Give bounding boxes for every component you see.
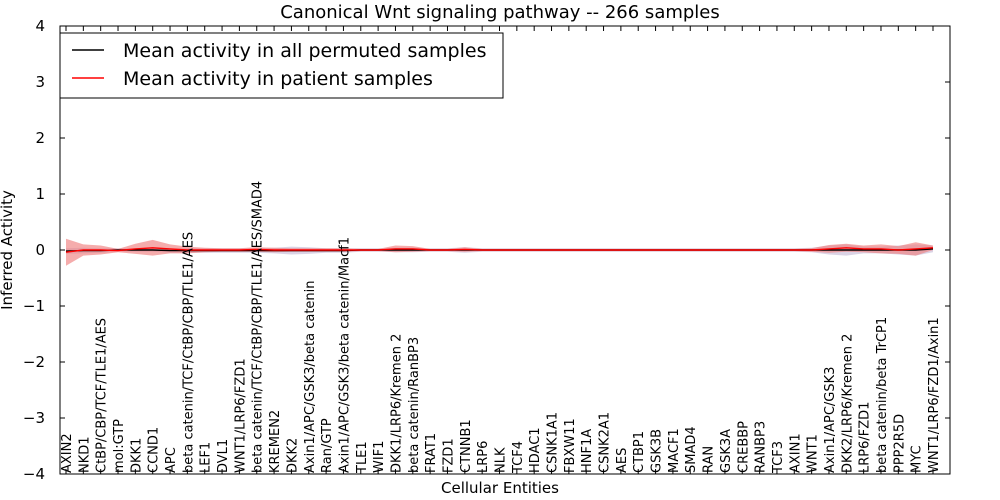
x-tick-label: Axin1/APC/GSK3/beta catenin xyxy=(303,280,318,473)
x-tick-label: AXIN1 xyxy=(788,433,803,473)
series-line-1 xyxy=(65,247,934,253)
y-tick-label: −4 xyxy=(23,465,45,483)
x-tick-label: CCND1 xyxy=(147,427,162,473)
x-tick-label: beta catenin/beta TrCP1 xyxy=(875,317,890,473)
chart-title: Canonical Wnt signaling pathway -- 266 s… xyxy=(280,2,720,23)
y-axis-label: Inferred Activity xyxy=(0,190,16,310)
legend: Mean activity in all permuted samples Me… xyxy=(59,32,504,99)
x-tick-label: HNF1A xyxy=(580,429,595,473)
y-tick-label: −1 xyxy=(23,297,45,315)
x-tick-label: CREBBP xyxy=(736,421,751,473)
x-tick-label: CTNNB1 xyxy=(459,419,474,473)
x-axis-label: Cellular Entities xyxy=(441,479,559,497)
x-tick-label: APC xyxy=(164,447,179,473)
plot-area xyxy=(65,238,934,266)
y-tick-label: 0 xyxy=(35,241,45,259)
x-tick-label: WIF1 xyxy=(372,441,387,473)
legend-box xyxy=(59,32,504,99)
series-band-1 xyxy=(66,238,933,266)
y-tick-label: 3 xyxy=(35,73,45,91)
x-tick-label: DKK2/LRP6/Kremen 2 xyxy=(840,334,855,473)
x-tick-label: SMAD4 xyxy=(684,426,699,473)
x-tick-label: PPP2R5D xyxy=(892,414,907,473)
y-tick-label: −2 xyxy=(23,353,45,371)
x-tick-label: FBXW11 xyxy=(563,418,578,473)
x-tick-label: KREMEN2 xyxy=(268,410,283,473)
x-tick-label: FRAT1 xyxy=(424,433,439,473)
x-tick-label: TCF4 xyxy=(511,441,526,474)
x-tick-label: mol:GTP xyxy=(112,419,127,473)
x-tick-label: CTBP1 xyxy=(632,431,647,473)
x-tick-label: GSK3A xyxy=(719,429,734,473)
x-tick-label: Ran/GTP xyxy=(320,418,335,473)
x-tick-label: RANBP3 xyxy=(754,421,769,473)
x-axis: AXIN2 NKD1 CtBP/CBP/TCF/TLE1/AES mol:GTP DKK… xyxy=(60,26,942,474)
x-tick-label: DVL1 xyxy=(216,439,231,473)
x-tick-label: RAN xyxy=(702,446,717,473)
x-tick-label: MACF1 xyxy=(667,428,682,473)
x-tick-label: CtBP/CBP/TCF/TLE1/AES xyxy=(95,318,110,473)
x-tick-label: Axin1/APC/GSK3 xyxy=(823,367,838,473)
legend-label-permuted: Mean activity in all permuted samples xyxy=(123,40,486,62)
x-tick-label: NKD1 xyxy=(77,436,92,473)
x-tick-label: AES xyxy=(615,448,630,473)
x-tick-label: TCF3 xyxy=(771,441,786,474)
x-tick-label: LRP6/FZD1 xyxy=(858,402,873,473)
y-tick-label: 4 xyxy=(35,17,45,35)
x-tick-label: TLE1 xyxy=(355,441,370,474)
x-tick-label: AXIN2 xyxy=(60,433,75,473)
y-axis: 4 3 2 1 0 −1 −2 −3 −4 xyxy=(23,17,950,483)
x-tick-label: beta catenin/TCF/CtBP/CBP/TLE1/AES xyxy=(181,232,196,473)
y-tick-label: 2 xyxy=(35,129,45,147)
x-tick-label: GSK3B xyxy=(650,429,665,473)
x-tick-label: NLK xyxy=(494,447,509,473)
legend-label-patient: Mean activity in patient samples xyxy=(123,68,433,90)
x-tick-label: LEF1 xyxy=(199,442,214,473)
y-tick-label: −3 xyxy=(23,409,45,427)
x-tick-label: HDAC1 xyxy=(528,427,543,473)
x-tick-label: beta catenin/RanBP3 xyxy=(407,337,422,473)
x-tick-label: Axin1/APC/GSK3/beta catenin/Macf1 xyxy=(337,237,352,473)
x-tick-label: WNT1/LRP6/FZD1/Axin1 xyxy=(927,317,942,473)
x-tick-label: CSNK1A1 xyxy=(546,412,561,473)
x-tick-label: DKK1/LRP6/Kremen 2 xyxy=(390,334,405,473)
x-tick-label: beta catenin/TCF/CtBP/CBP/TLE1/AES/SMAD4 xyxy=(251,181,266,473)
y-tick-label: 1 xyxy=(35,185,45,203)
x-tick-label: MYC xyxy=(910,445,925,473)
x-tick-label: CSNK2A1 xyxy=(598,412,613,473)
x-tick-label: LRP6 xyxy=(476,441,491,473)
x-tick-label: FZD1 xyxy=(442,438,457,473)
x-tick-label: DKK1 xyxy=(129,438,144,473)
x-tick-label: WNT1/LRP6/FZD1 xyxy=(233,358,248,473)
x-tick-label: WNT1 xyxy=(806,434,821,473)
x-tick-label: DKK2 xyxy=(285,438,300,473)
